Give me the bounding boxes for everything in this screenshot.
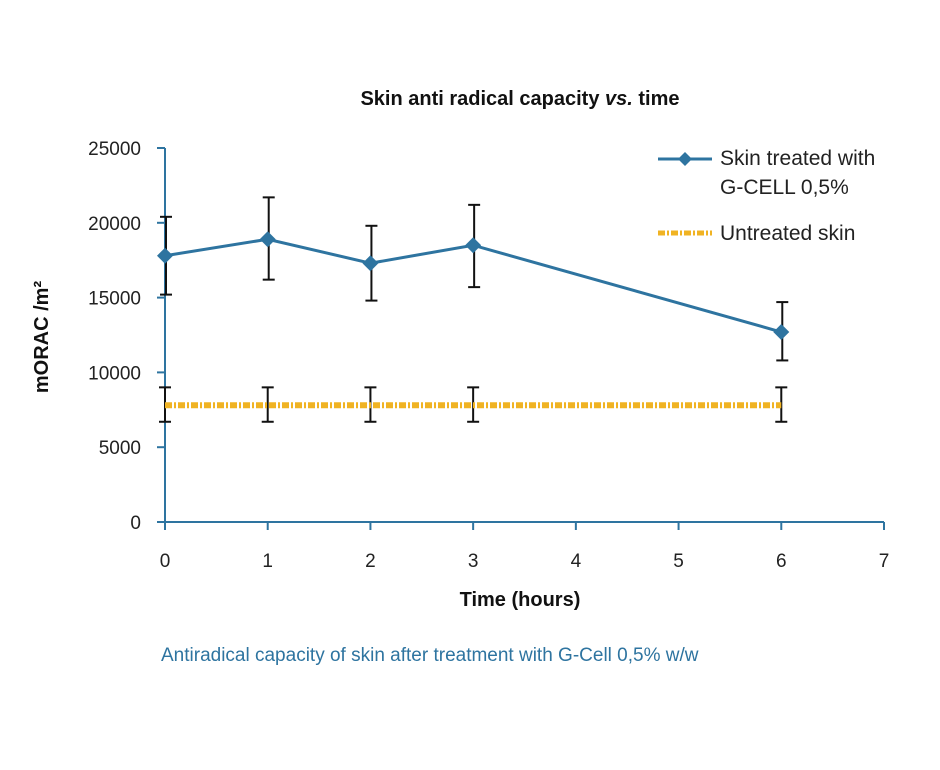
y-tick-label: 5000 bbox=[99, 438, 141, 459]
x-tick-label: 5 bbox=[673, 551, 684, 572]
x-tick-label: 0 bbox=[160, 551, 171, 572]
legend-label-untreated: Untreated skin bbox=[720, 222, 855, 245]
x-tick-label: 6 bbox=[776, 551, 787, 572]
y-tick-label: 20000 bbox=[88, 214, 141, 235]
y-axis-label: mORAC /m² bbox=[31, 281, 53, 394]
series-layer bbox=[157, 231, 790, 409]
y-tick-label: 15000 bbox=[88, 289, 141, 310]
x-axis-label: Time (hours) bbox=[460, 589, 581, 611]
legend-label-treated-line1: Skin treated with bbox=[720, 147, 875, 170]
data-point-diamond bbox=[362, 255, 379, 272]
data-point-diamond bbox=[157, 247, 173, 264]
chart-caption: Antiradical capacity of skin after treat… bbox=[161, 645, 699, 666]
chart-title-end: time bbox=[633, 88, 680, 110]
legend-marker-diamond-icon bbox=[678, 152, 692, 166]
x-tick-label: 3 bbox=[468, 551, 479, 572]
x-tick-label: 1 bbox=[262, 551, 273, 572]
legend-label-treated-line2: G-CELL 0,5% bbox=[720, 176, 849, 199]
y-tick-label: 25000 bbox=[88, 139, 141, 160]
chart-title-italic: vs. bbox=[605, 88, 633, 110]
data-point-diamond bbox=[465, 237, 482, 254]
y-tick-label: 0 bbox=[130, 513, 141, 534]
chart-title: Skin anti radical capacity vs. time bbox=[360, 88, 679, 110]
legend: Skin treated with G-CELL 0,5% Untreated … bbox=[658, 147, 875, 245]
x-tick-label: 2 bbox=[365, 551, 376, 572]
chart-title-main: Skin anti radical capacity bbox=[360, 88, 605, 110]
data-point-diamond bbox=[773, 324, 790, 341]
axes: 0 5000 10000 15000 20000 25000 0 1 2 3 4 5 6 7 bbox=[88, 139, 889, 572]
data-point-diamond bbox=[259, 231, 276, 248]
y-tick-label: 10000 bbox=[88, 363, 141, 384]
x-tick-label: 7 bbox=[879, 551, 890, 572]
x-tick-label: 4 bbox=[571, 551, 582, 572]
